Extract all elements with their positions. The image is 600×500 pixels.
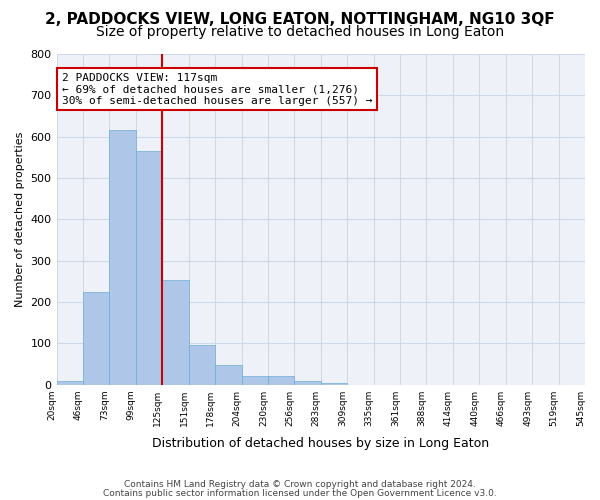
Text: Contains HM Land Registry data © Crown copyright and database right 2024.: Contains HM Land Registry data © Crown c… — [124, 480, 476, 489]
Bar — [321, 382, 347, 384]
Bar — [242, 376, 268, 384]
Text: 2 PADDOCKS VIEW: 117sqm
← 69% of detached houses are smaller (1,276)
30% of semi: 2 PADDOCKS VIEW: 117sqm ← 69% of detache… — [62, 72, 373, 106]
Text: 2, PADDOCKS VIEW, LONG EATON, NOTTINGHAM, NG10 3QF: 2, PADDOCKS VIEW, LONG EATON, NOTTINGHAM… — [45, 12, 555, 28]
Bar — [268, 376, 295, 384]
Bar — [188, 346, 215, 385]
Bar — [215, 365, 242, 384]
Bar — [56, 380, 83, 384]
X-axis label: Distribution of detached houses by size in Long Eaton: Distribution of detached houses by size … — [152, 437, 490, 450]
Y-axis label: Number of detached properties: Number of detached properties — [15, 132, 25, 307]
Bar — [83, 292, 109, 384]
Bar — [136, 151, 162, 384]
Bar — [295, 382, 321, 384]
Text: Contains public sector information licensed under the Open Government Licence v3: Contains public sector information licen… — [103, 488, 497, 498]
Text: Size of property relative to detached houses in Long Eaton: Size of property relative to detached ho… — [96, 25, 504, 39]
Bar — [162, 280, 188, 384]
Bar — [109, 130, 136, 384]
